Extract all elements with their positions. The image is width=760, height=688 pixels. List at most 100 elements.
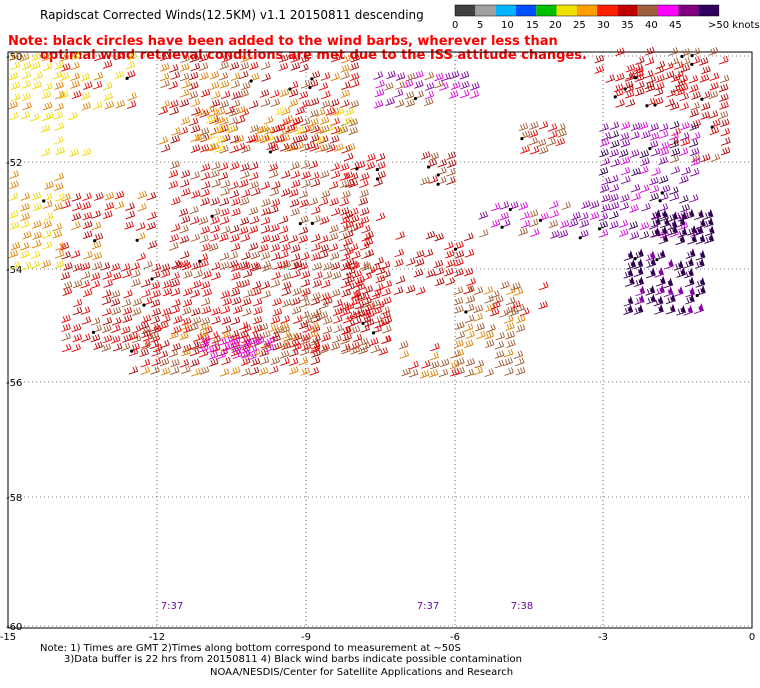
wind-barb: [208, 358, 219, 367]
wind-barb: [330, 288, 341, 298]
wind-barb: [341, 326, 351, 336]
wind-barb: [340, 89, 351, 99]
wind-barb: [639, 165, 649, 175]
wind-barb: [299, 55, 310, 64]
wind-barb: [310, 178, 321, 188]
wind-barb: [311, 252, 321, 262]
wind-barb: [677, 211, 688, 222]
wind-barb: [318, 197, 329, 207]
wind-barb: [433, 259, 444, 269]
wind-barb: [601, 176, 611, 186]
wind-barb: [281, 260, 292, 270]
wind-barb: [623, 304, 634, 315]
wind-barb: [288, 332, 299, 341]
wind-barb: [272, 297, 282, 307]
wind-barb: [132, 297, 143, 307]
wind-barb: [571, 211, 581, 221]
wind-barb: [128, 366, 139, 375]
wind-barb: [10, 241, 21, 251]
wind-barb: [536, 138, 547, 148]
wind-barb: [102, 334, 113, 344]
wind-barb: [358, 337, 369, 347]
wind-barb: [223, 335, 234, 345]
wind-barb: [421, 360, 431, 369]
wind-barb: [381, 335, 391, 345]
wind-barb: [210, 261, 221, 271]
wind-barb: [261, 290, 271, 299]
wind-barb: [251, 280, 262, 290]
wind-barb: [225, 124, 236, 134]
wind-barb: [609, 183, 620, 193]
wind-barb: [278, 62, 289, 72]
wind-barb: [169, 242, 179, 251]
wind-barb: [382, 279, 393, 289]
wind-barb: [20, 110, 30, 120]
wind-barb: [30, 112, 40, 122]
wind-barb: [162, 280, 172, 289]
wind-barb: [214, 124, 225, 134]
wind-barb: [659, 217, 670, 229]
wind-barb: [483, 286, 494, 295]
contamination-dot: [500, 225, 504, 229]
wind-barb: [181, 80, 191, 89]
wind-barb: [178, 126, 189, 136]
wind-barb: [61, 193, 71, 202]
wind-barb: [123, 289, 133, 299]
wind-barb: [663, 277, 674, 289]
wind-barb: [421, 151, 431, 160]
wind-barb: [679, 102, 689, 111]
wind-barb: [221, 225, 231, 235]
wind-barb: [111, 306, 122, 316]
contamination-dot: [655, 258, 659, 262]
wind-barb: [248, 100, 259, 109]
wind-barb: [568, 218, 579, 228]
wind-barb: [434, 232, 444, 242]
wind-barb: [172, 261, 182, 270]
wind-barb: [231, 197, 241, 207]
wind-barb: [170, 287, 181, 297]
wind-barb: [375, 274, 386, 284]
wind-barb: [103, 279, 113, 288]
wind-barb: [81, 147, 92, 157]
wind-barb: [374, 88, 385, 98]
wind-barb: [449, 360, 460, 370]
wind-barb: [321, 143, 331, 152]
legend-label: 35: [621, 20, 634, 31]
wind-barb: [70, 61, 80, 71]
wind-barb: [330, 162, 340, 172]
wind-barb: [516, 314, 526, 324]
wind-barb: [62, 281, 73, 290]
wind-barb: [272, 342, 283, 351]
wind-barb: [270, 223, 280, 233]
wind-barb: [201, 243, 211, 252]
wind-barb: [619, 201, 629, 211]
wind-barb: [229, 189, 240, 199]
wind-barb: [250, 357, 261, 367]
wind-barb: [330, 126, 341, 135]
wind-barb: [709, 72, 720, 81]
longitude-label: -9: [301, 632, 311, 643]
wind-barb: [292, 287, 302, 296]
wind-barb: [82, 211, 93, 221]
contamination-dot: [125, 76, 129, 80]
wind-barb: [290, 207, 300, 217]
wind-barb: [449, 70, 460, 80]
wind-barb: [299, 63, 309, 73]
wind-barb: [42, 229, 52, 239]
wind-barb: [667, 219, 678, 230]
wind-barb: [679, 132, 690, 141]
wind-barb: [260, 225, 271, 234]
wind-barb: [32, 231, 42, 240]
wind-barb: [179, 179, 190, 188]
wind-barb: [300, 117, 311, 127]
wind-barb: [360, 292, 370, 302]
wind-barb: [179, 359, 190, 368]
wind-barb: [434, 72, 444, 82]
wind-barb: [352, 269, 362, 279]
wind-barb: [249, 215, 260, 225]
wind-barb: [54, 102, 64, 112]
wind-barb: [338, 224, 349, 233]
wind-barb: [258, 366, 269, 376]
wind-barb: [229, 224, 240, 234]
wind-barb: [644, 57, 655, 66]
